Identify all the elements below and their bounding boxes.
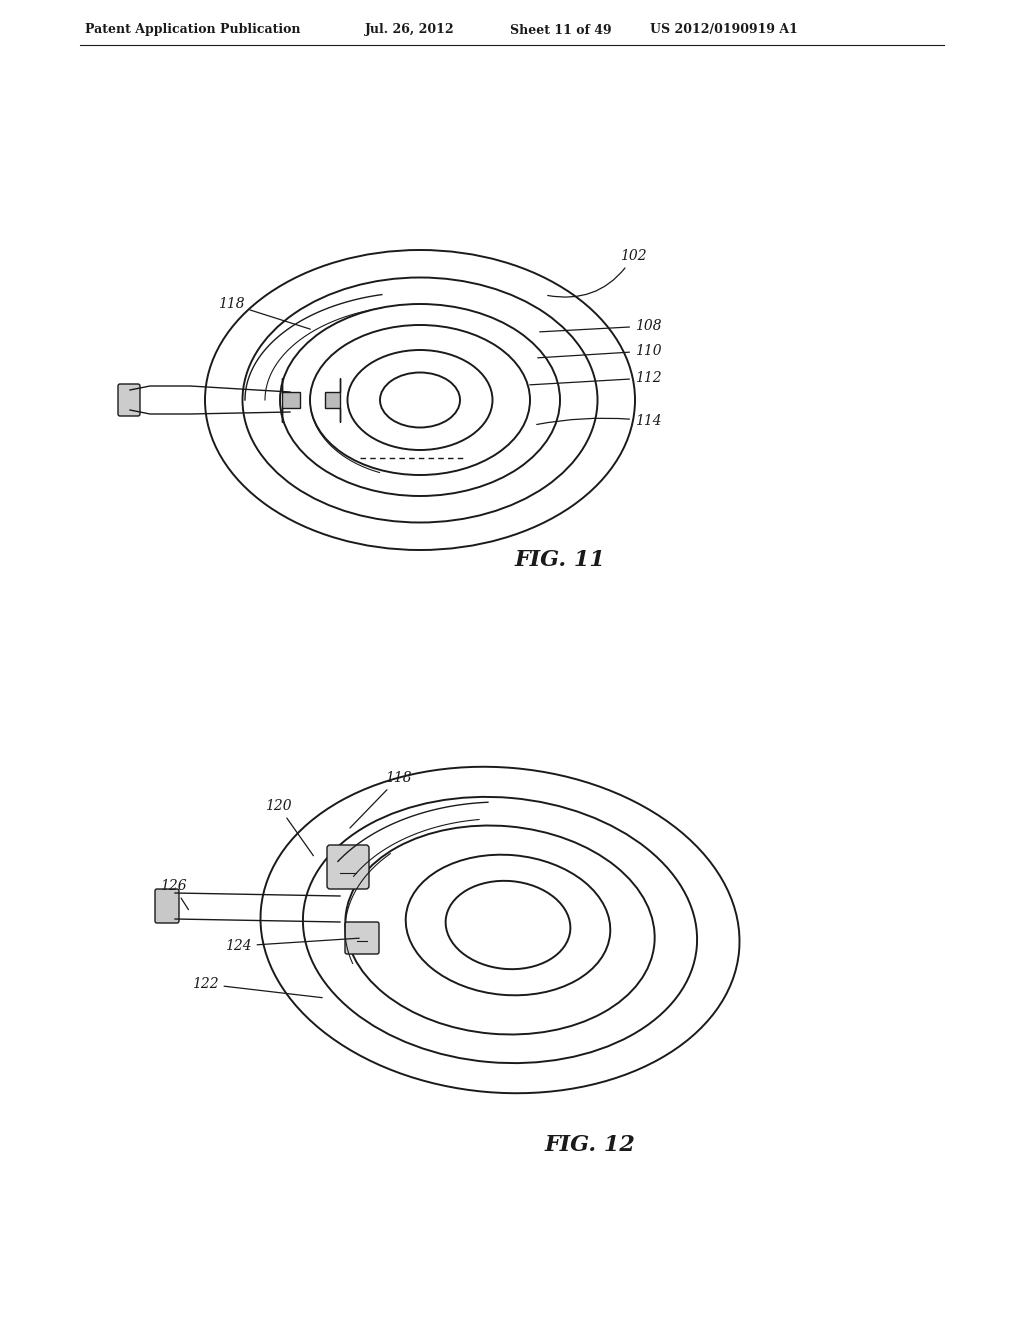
FancyBboxPatch shape — [345, 921, 379, 954]
Text: Jul. 26, 2012: Jul. 26, 2012 — [365, 24, 455, 37]
Text: 118: 118 — [350, 771, 412, 828]
Text: FIG. 12: FIG. 12 — [545, 1134, 636, 1156]
Text: 118: 118 — [218, 297, 310, 329]
Text: 102: 102 — [548, 249, 646, 297]
FancyBboxPatch shape — [155, 888, 179, 923]
Polygon shape — [282, 378, 300, 422]
Text: 122: 122 — [193, 977, 323, 998]
Text: 114: 114 — [537, 414, 662, 428]
Text: 120: 120 — [265, 799, 313, 855]
Text: 108: 108 — [540, 319, 662, 333]
Text: FIG. 11: FIG. 11 — [515, 549, 605, 572]
FancyBboxPatch shape — [118, 384, 140, 416]
FancyBboxPatch shape — [327, 845, 369, 888]
Text: 112: 112 — [529, 371, 662, 385]
Text: US 2012/0190919 A1: US 2012/0190919 A1 — [650, 24, 798, 37]
Text: 110: 110 — [538, 345, 662, 358]
Polygon shape — [325, 378, 340, 422]
Text: 124: 124 — [225, 939, 359, 953]
Text: Sheet 11 of 49: Sheet 11 of 49 — [510, 24, 611, 37]
Text: Patent Application Publication: Patent Application Publication — [85, 24, 300, 37]
Text: 126: 126 — [160, 879, 188, 909]
